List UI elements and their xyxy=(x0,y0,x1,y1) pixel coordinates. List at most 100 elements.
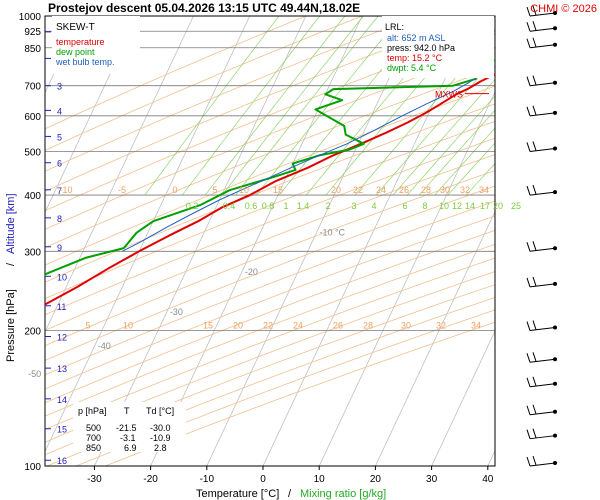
mixing-ratio-label: 14 xyxy=(465,201,475,211)
lrl-alt: alt: 652 m ASL xyxy=(387,33,446,43)
y-tick-label: 400 xyxy=(24,191,41,202)
wind-barb-icon xyxy=(526,352,557,363)
mixing-ratio-label: 10 xyxy=(439,201,449,211)
altitude-tick-label: 11 xyxy=(57,302,66,312)
wind-barb-icon xyxy=(526,404,557,416)
table-cell: -3.1 xyxy=(120,433,136,443)
wind-barb-icon xyxy=(526,455,557,467)
isotherm-line xyxy=(45,16,82,94)
adiabat-label: 32 xyxy=(436,321,446,331)
x-tick-label: 20 xyxy=(370,474,382,485)
dry-adiabat xyxy=(45,67,495,249)
adiabat-label: 15 xyxy=(273,185,283,195)
adiabat-label: -5 xyxy=(118,185,126,195)
table-row: 850 6.9 2.8 xyxy=(86,443,167,453)
table-header-p: p [hPa] xyxy=(78,406,107,416)
y-tick-label: 500 xyxy=(24,147,41,158)
isotherm-line xyxy=(45,16,194,333)
dry-adiabat xyxy=(45,85,495,266)
y-tick-label: 100 xyxy=(24,462,41,473)
table-cell: 2.8 xyxy=(154,443,167,453)
altitude-tick-label: 7 xyxy=(57,186,62,196)
dry-adiabat xyxy=(45,154,495,331)
wind-barb-icon xyxy=(526,184,557,196)
mixing-ratio-label: 17 xyxy=(480,201,490,211)
table-row: 500 -21.5 -30.0 xyxy=(86,423,171,433)
mixing-ratio-label: 3 xyxy=(351,201,356,211)
mixing-ratio-label: 8 xyxy=(422,201,427,211)
y-tick-label: 200 xyxy=(24,327,41,338)
legend-temperature: temperature xyxy=(56,37,105,47)
adiabat-label: 30 xyxy=(401,321,411,331)
mixing-ratio-label: 12 xyxy=(452,201,462,211)
copyright-label: CHMI © 2026 xyxy=(530,3,597,15)
wind-barb-icon xyxy=(526,37,557,49)
adiabat-label: 15 xyxy=(203,321,213,331)
mixing-ratio-label: 0.2 xyxy=(186,201,199,211)
altitude-tick-label: 12 xyxy=(57,332,67,342)
dry-adiabat xyxy=(45,170,495,347)
table-header-td: Td [°C] xyxy=(146,406,174,416)
wind-barb-icon xyxy=(526,105,557,117)
table-cell: -10.9 xyxy=(150,433,171,443)
adiabat-label: 5 xyxy=(85,321,90,331)
y-tick-label: 600 xyxy=(24,112,41,123)
isotherm-line xyxy=(375,210,495,466)
altitude-tick-label: 16 xyxy=(57,456,67,466)
isotherm-label: -50 xyxy=(28,369,41,379)
adiabat-label: 20 xyxy=(233,321,243,331)
skewt-label: SKEW-T xyxy=(56,22,95,33)
wind-barb-icon xyxy=(526,5,557,17)
lrl-box xyxy=(382,16,494,78)
lrl-title: LRL: xyxy=(385,22,404,32)
adiabat-label: 22 xyxy=(353,185,363,195)
adiabat-label: 10 xyxy=(239,185,249,195)
y-tick-label: 925 xyxy=(24,27,41,38)
wind-barb-icon xyxy=(526,21,557,32)
adiabat-label: 34 xyxy=(471,321,481,331)
isotherm-line xyxy=(150,16,363,466)
dry-adiabat xyxy=(75,309,495,466)
table-header-t: T xyxy=(124,406,130,416)
adiabat-label: 24 xyxy=(293,321,303,331)
adiabat-label: 22 xyxy=(263,321,273,331)
adiabat-label: 28 xyxy=(421,185,431,195)
adiabat-label: 34 xyxy=(479,185,489,195)
x-tick-label: -30 xyxy=(87,474,102,485)
mixing-ratio-label: 20 xyxy=(493,201,503,211)
y-tick-label: 1000 xyxy=(19,12,42,23)
adiabat-label: -10 xyxy=(59,185,72,195)
table-cell: 6.9 xyxy=(124,443,137,453)
y-axis-label: Pressure [hPa] xyxy=(5,289,17,362)
dry-adiabat xyxy=(45,284,495,456)
dry-adiabat xyxy=(45,16,475,192)
lrl-dwpt: dwpt: 5.4 °C xyxy=(387,63,437,73)
plot-border xyxy=(44,15,496,467)
y-tick-label: 300 xyxy=(24,247,41,258)
isotherm-label: -40 xyxy=(98,341,111,351)
dry-adiabat xyxy=(45,120,495,300)
wind-barb-column xyxy=(526,5,557,467)
mixing-ratio-line xyxy=(182,16,321,196)
altitude-tick-label: 13 xyxy=(57,364,67,374)
dry-adiabat xyxy=(45,200,495,376)
plot-frame xyxy=(44,15,496,467)
wind-barb-icon xyxy=(526,141,557,152)
x-axis-separator: / xyxy=(288,488,292,500)
y-tick-label: 700 xyxy=(24,82,41,93)
isotherm-line xyxy=(94,16,307,466)
x-tick-label: 0 xyxy=(260,474,266,485)
table-cell: 500 xyxy=(86,423,101,433)
dry-adiabat xyxy=(105,321,495,466)
dry-adiabat xyxy=(45,257,495,430)
adiabat-label: 0 xyxy=(172,185,177,195)
adiabat-label: 20 xyxy=(331,185,341,195)
adiabat-label: 28 xyxy=(363,321,373,331)
lrl-temp: temp: 15.2 °C xyxy=(387,53,443,63)
table-cell: -21.5 xyxy=(116,423,137,433)
adiabat-label: 26 xyxy=(399,185,409,195)
altitude-tick-label: 6 xyxy=(57,159,62,169)
altitude-tick-label: 8 xyxy=(57,214,62,224)
